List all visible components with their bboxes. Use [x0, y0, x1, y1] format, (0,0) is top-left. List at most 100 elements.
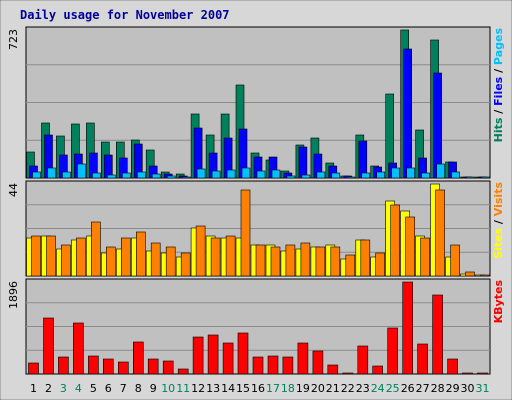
day-label-25: 25	[386, 382, 400, 395]
bar-pages-day-22	[346, 176, 356, 179]
legend-entry-visits: Visits	[492, 182, 505, 217]
bar-pages-day-30	[466, 176, 475, 179]
day-label-7: 7	[120, 382, 127, 395]
bar-kbytes-day-28	[432, 294, 443, 375]
day-axis: 1 2 3 4 5 6 7 8 9 10 11 12 13 14 15 16 17 18 19 20 21 22 23 24 2…	[30, 382, 490, 395]
bar-kbytes-day-7	[118, 361, 129, 375]
day-label-8: 8	[135, 382, 142, 395]
day-label-4: 4	[75, 382, 82, 395]
bar-kbytes-day-18	[282, 356, 294, 375]
bar-visits-day-31	[480, 274, 490, 277]
day-label-3: 3	[60, 382, 67, 395]
day-label-27: 27	[416, 382, 430, 395]
bar-pages-day-31	[481, 176, 490, 179]
legend-entry-files: Files	[492, 76, 505, 106]
day-label-12: 12	[191, 382, 205, 395]
legend-kbytes: KBytes	[492, 280, 505, 324]
panel-sites-visits: 44 Sites / Visits	[7, 180, 505, 277]
bar-visits-day-17	[270, 246, 281, 277]
day-label-29: 29	[446, 382, 460, 395]
day-label-2: 2	[45, 382, 52, 395]
panel-kbytes: 1896 KBytes	[7, 278, 505, 375]
bar-kbytes-day-26	[402, 281, 414, 375]
bar-kbytes-day-11	[177, 368, 189, 375]
bar-pages-day-24	[376, 171, 386, 179]
day-label-13: 13	[206, 382, 220, 395]
bar-pages-day-7	[122, 172, 131, 179]
bar-kbytes-day-31	[477, 372, 488, 375]
bar-kbytes-day-6	[103, 358, 114, 375]
bar-pages-day-17	[271, 169, 281, 179]
legend-hits-files-pages: Hits / Files / Pages	[492, 28, 505, 143]
bar-visits-day-19	[300, 242, 311, 277]
bar-visits-day-29	[450, 244, 460, 277]
bar-pages-day-27	[421, 172, 430, 179]
bar-kbytes-day-23	[357, 345, 369, 375]
day-label-16: 16	[251, 382, 265, 395]
bar-pages-day-26	[406, 167, 416, 179]
bar-pages-day-5	[92, 172, 101, 179]
bar-visits-day-23	[360, 239, 371, 277]
bar-pages-day-9	[151, 173, 161, 179]
bar-visits-day-12	[195, 225, 206, 277]
bar-kbytes-day-1	[28, 362, 39, 375]
day-label-14: 14	[221, 382, 235, 395]
max-value-label: 44	[7, 183, 20, 197]
bar-kbytes-day-21	[327, 364, 339, 375]
day-label-20: 20	[311, 382, 325, 395]
bar-pages-day-29	[451, 171, 460, 179]
day-label-23: 23	[356, 382, 370, 395]
bar-kbytes-day-3	[58, 356, 69, 375]
chart-panels: 723 Hits / Files / Pages 44 Sites / Visits 1…	[7, 26, 505, 375]
legend-sites-visits: Sites / Visits	[492, 182, 505, 259]
bar-kbytes-day-14	[222, 342, 234, 375]
bar-kbytes-day-15	[237, 332, 249, 375]
day-label-30: 30	[461, 382, 475, 395]
bar-visits-day-7	[121, 237, 131, 277]
bar-pages-day-21	[331, 172, 341, 179]
bar-kbytes-day-20	[312, 350, 324, 375]
bar-visits-day-14	[225, 235, 236, 277]
legend-entry-sites: Sites	[492, 227, 505, 258]
bar-visits-day-13	[210, 237, 221, 277]
bar-pages-day-8	[137, 171, 146, 179]
bar-visits-day-15	[240, 189, 251, 277]
bar-pages-day-4	[77, 163, 86, 179]
legend-separator: /	[492, 216, 505, 228]
bar-visits-day-11	[180, 252, 191, 277]
day-label-31: 31	[476, 382, 490, 395]
day-label-10: 10	[161, 382, 175, 395]
bar-pages-day-13	[211, 170, 221, 179]
bar-pages-day-28	[436, 163, 445, 179]
bar-visits-day-30	[465, 271, 475, 277]
bar-kbytes-day-4	[73, 322, 84, 375]
bar-visits-day-10	[165, 246, 176, 277]
bar-pages-day-11	[181, 176, 191, 179]
bar-pages-day-12	[196, 168, 206, 179]
day-label-15: 15	[236, 382, 250, 395]
bar-kbytes-day-30	[462, 372, 473, 375]
panel-hits-files-pages: 723 Hits / Files / Pages	[7, 26, 505, 179]
bar-pages-day-25	[391, 167, 401, 179]
bar-visits-day-26	[405, 216, 416, 277]
chart-title: Daily usage for November 2007	[20, 8, 230, 22]
day-label-6: 6	[105, 382, 112, 395]
day-label-5: 5	[90, 382, 97, 395]
bar-files-day-26	[403, 48, 413, 179]
bar-visits-day-5	[91, 221, 101, 277]
bar-visits-day-22	[345, 254, 356, 277]
bar-visits-day-20	[315, 246, 326, 277]
bar-visits-day-28	[435, 189, 445, 277]
bar-kbytes-day-17	[267, 355, 279, 375]
bar-kbytes-day-8	[133, 341, 144, 375]
bar-visits-day-24	[375, 252, 386, 277]
day-label-26: 26	[401, 382, 415, 395]
legend-separator: /	[492, 106, 505, 118]
bar-pages-day-19	[301, 174, 311, 179]
bar-kbytes-day-5	[88, 355, 99, 375]
bar-visits-day-21	[330, 246, 341, 277]
bar-pages-day-2	[47, 167, 56, 179]
day-label-22: 22	[341, 382, 355, 395]
bar-kbytes-day-24	[372, 365, 384, 375]
